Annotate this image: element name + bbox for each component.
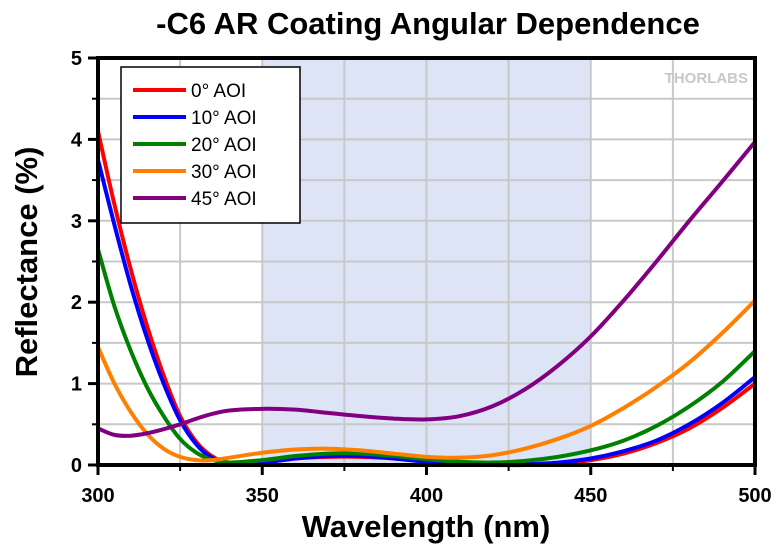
series-line-10deg xyxy=(96,159,757,467)
legend: 0° AOI 10° AOI 20° AOI 30° AOI 45° AOI xyxy=(120,66,301,224)
y-tick-label: 1 xyxy=(71,374,82,396)
legend-label: 20° AOI xyxy=(191,135,257,156)
x-tick-label: 450 xyxy=(574,485,607,507)
tick-labels: 300 350 400 450 500 0 1 2 3 4 5 xyxy=(71,48,772,507)
legend-label: 30° AOI xyxy=(191,162,257,183)
x-tick-label: 400 xyxy=(410,485,443,507)
y-tick-label: 4 xyxy=(71,129,83,151)
series-line-30deg xyxy=(96,299,757,463)
grid xyxy=(98,58,755,465)
legend-label: 10° AOI xyxy=(191,108,257,129)
y-tick-label: 2 xyxy=(71,292,82,314)
y-tick-label: 0 xyxy=(71,455,82,477)
legend-label: 45° AOI xyxy=(191,189,257,210)
series-line-45deg xyxy=(97,140,757,438)
axes xyxy=(88,56,757,475)
x-axis-label: Wavelength (nm) xyxy=(302,509,551,544)
x-tick-label: 350 xyxy=(246,485,279,507)
series-lines xyxy=(96,130,757,468)
series-line-20deg xyxy=(96,248,757,465)
y-axis-label: Reflectance (%) xyxy=(9,147,44,378)
y-tick-label: 5 xyxy=(71,48,82,70)
legend-label: 0° AOI xyxy=(191,81,246,102)
y-tick-label: 3 xyxy=(71,211,82,233)
x-tick-label: 500 xyxy=(738,485,771,507)
x-tick-label: 300 xyxy=(81,485,114,507)
thorlabs-watermark: THORLABS xyxy=(665,70,748,87)
chart-title: -C6 AR Coating Angular Dependence xyxy=(156,6,700,41)
